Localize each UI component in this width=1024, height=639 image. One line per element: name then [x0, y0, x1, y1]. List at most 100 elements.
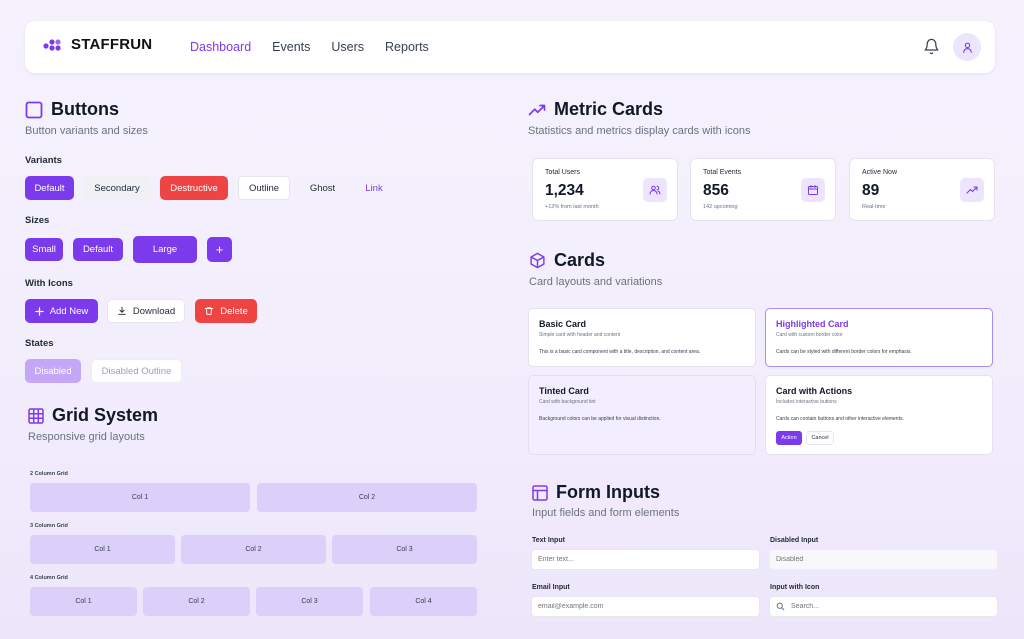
card-title: Tinted Card [539, 386, 589, 396]
box-icon [530, 252, 545, 269]
ghost-button[interactable]: Ghost [309, 182, 336, 194]
layout-icon [532, 484, 548, 501]
forms-subtitle: Input fields and form elements [532, 507, 680, 519]
metric-value: 1,234 [545, 182, 584, 199]
card-title: Basic Card [539, 319, 587, 329]
with-icons-label: With Icons [25, 278, 73, 289]
download-button[interactable]: Download [107, 299, 185, 323]
icon-plus-button[interactable]: + [207, 237, 232, 262]
icon-input-label: Input with Icon [770, 584, 820, 591]
grid-cell: Col 1 [30, 535, 175, 564]
grid-cell: Col 1 [30, 483, 250, 512]
card-content: Cards can contain buttons and other inte… [776, 416, 904, 422]
users-icon [643, 178, 667, 202]
delete-label: Delete [220, 305, 248, 317]
grid-icon [28, 407, 44, 424]
forms-title: Form Inputs [556, 482, 660, 502]
buttons-title: Buttons [51, 99, 119, 119]
card-content: Background colors can be applied for vis… [539, 416, 661, 422]
metric-value: 856 [703, 182, 729, 199]
metric-sub: +12% from last month [545, 204, 599, 210]
secondary-button[interactable]: Secondary [83, 176, 151, 200]
brand-name: STAFFRUN [71, 36, 153, 53]
card-content: Cards can be styled with different borde… [776, 349, 912, 355]
disabled-outline-button: Disabled Outline [91, 359, 182, 383]
four-col-label: 4 Column Grid [30, 575, 68, 581]
metric-card-users: Total Users 1,234 +12% from last month [532, 158, 678, 221]
default-size-button[interactable]: Default [73, 238, 123, 261]
nav-link-dashboard[interactable]: Dashboard [190, 40, 252, 54]
grid-cell: Col 3 [332, 535, 477, 564]
actions-card: Card with Actions Includes interactive b… [765, 375, 993, 455]
forms-heading: Form Inputs [532, 482, 660, 503]
metrics-title: Metric Cards [554, 99, 664, 119]
search-field[interactable] [769, 596, 998, 617]
disabled-button: Disabled [25, 359, 81, 383]
card-title: Highlighted Card [776, 319, 849, 329]
disabled-input [769, 549, 998, 570]
metric-title: Total Users [545, 169, 581, 176]
buttons-heading: Buttons [25, 99, 119, 120]
trend-up-icon [960, 178, 984, 202]
download-label: Download [132, 305, 176, 317]
delete-button[interactable]: Delete [195, 299, 257, 323]
metrics-heading: Metric Cards [528, 99, 663, 120]
two-col-label: 2 Column Grid [30, 471, 68, 477]
brand-logo[interactable]: STAFFRUN [43, 36, 152, 53]
trash-icon [205, 307, 214, 315]
grid-cell: Col 2 [257, 483, 477, 512]
destructive-button[interactable]: Destructive [160, 176, 228, 200]
top-navbar: STAFFRUN Dashboard Events Users Reports [25, 21, 995, 73]
metric-card-active: Active Now 89 Real-time [849, 158, 995, 221]
card-cancel-button[interactable]: Cancel [806, 431, 834, 445]
text-input[interactable] [531, 549, 760, 570]
bell-icon[interactable] [923, 38, 940, 60]
sizes-label: Sizes [25, 215, 50, 226]
metrics-subtitle: Statistics and metrics display cards wit… [528, 125, 751, 137]
card-content: This is a basic card component with a ti… [539, 349, 701, 355]
metric-sub: Real-time [862, 204, 886, 210]
nav-link-users[interactable]: Users [331, 40, 365, 54]
metric-card-events: Total Events 856 142 upcoming [690, 158, 836, 221]
default-button[interactable]: Default [25, 176, 74, 200]
outline-button[interactable]: Outline [238, 176, 290, 200]
link-button[interactable]: Link [365, 182, 383, 194]
states-label: States [25, 338, 54, 349]
grid-cell: Col 4 [370, 587, 477, 616]
search-input[interactable] [791, 603, 991, 610]
buttons-subtitle: Button variants and sizes [25, 125, 148, 137]
tinted-card: Tinted Card Card with background tint Ba… [528, 375, 756, 455]
user-avatar[interactable] [953, 33, 981, 61]
user-icon [962, 42, 972, 53]
small-button[interactable]: Small [25, 238, 63, 261]
grid-title: Grid System [52, 405, 159, 425]
nav-links: Dashboard Events Users Reports [190, 40, 429, 54]
cards-subtitle: Card layouts and variations [529, 276, 663, 288]
large-button[interactable]: Large [133, 236, 197, 263]
cards-title: Cards [554, 250, 606, 270]
card-title: Card with Actions [776, 386, 853, 396]
cards-heading: Cards [529, 250, 605, 271]
card-description: Simple card with header and content [539, 332, 621, 338]
card-action-button[interactable]: Action [776, 431, 802, 445]
add-new-button[interactable]: Add New [25, 299, 98, 323]
grid-cell: Col 1 [30, 587, 137, 616]
three-col-label: 3 Column Grid [30, 523, 68, 529]
search-icon [776, 602, 785, 611]
disabled-input-label: Disabled Input [770, 537, 819, 544]
variants-label: Variants [25, 155, 62, 166]
card-description: Card with background tint [539, 399, 596, 405]
card-description: Includes interactive buttons [776, 399, 837, 405]
download-icon [118, 306, 126, 315]
highlighted-card: Highlighted Card Card with custom border… [765, 308, 993, 367]
grid-cell: Col 2 [181, 535, 326, 564]
nav-link-reports[interactable]: Reports [385, 40, 429, 54]
metric-sub: 142 upcoming [703, 204, 738, 210]
email-input[interactable] [531, 596, 760, 617]
metric-value: 89 [862, 182, 880, 199]
grid-subtitle: Responsive grid layouts [28, 431, 145, 443]
nav-link-events[interactable]: Events [272, 40, 311, 54]
trend-up-icon [528, 104, 546, 115]
plus-icon [34, 306, 44, 316]
grid-cell: Col 2 [143, 587, 250, 616]
